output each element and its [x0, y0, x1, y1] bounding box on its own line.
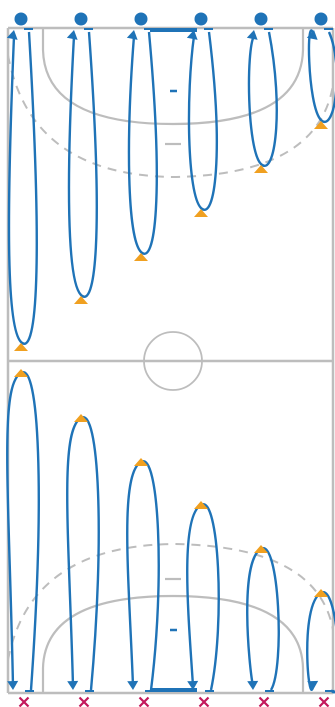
players	[15, 13, 328, 26]
cross-marker-icon	[140, 698, 149, 707]
run-path-bottom	[127, 461, 158, 690]
arrow-head-icon	[247, 681, 258, 690]
cross-marker-icon	[320, 698, 329, 707]
run-path-bottom	[247, 548, 278, 690]
cross-marker-icon	[80, 698, 89, 707]
bottom-half-runs	[7, 372, 335, 692]
cross-marker-icon	[260, 698, 269, 707]
arrow-head-icon	[67, 30, 78, 40]
player-icon	[195, 13, 208, 26]
top-half-runs	[7, 29, 335, 344]
arrow-head-icon	[67, 681, 78, 690]
cross-markers	[20, 698, 329, 707]
top-free-throw-line	[8, 55, 333, 177]
arrow-head-icon	[127, 681, 138, 690]
arrow-head-icon	[127, 30, 138, 40]
court-lines	[8, 28, 333, 693]
bottom-goal-area-line	[43, 596, 303, 693]
arrow-head-icon	[247, 30, 258, 40]
run-path-top	[249, 32, 277, 166]
run-path-bottom	[307, 592, 335, 692]
top-goal-area-line	[43, 28, 303, 124]
run-path-top	[309, 30, 335, 121]
run-path-top	[69, 32, 97, 297]
player-icon	[15, 13, 28, 26]
cones	[14, 121, 328, 597]
run-path-bottom	[7, 372, 38, 690]
run-path-bottom	[67, 417, 98, 690]
player-icon	[135, 13, 148, 26]
run-path-top	[9, 32, 37, 344]
cross-marker-icon	[200, 698, 209, 707]
cross-marker-icon	[20, 698, 29, 707]
bottom-free-throw-line	[8, 544, 333, 660]
player-icon	[75, 13, 88, 26]
player-icon	[255, 13, 268, 26]
run-path-top	[129, 32, 157, 254]
player-icon	[315, 13, 328, 26]
